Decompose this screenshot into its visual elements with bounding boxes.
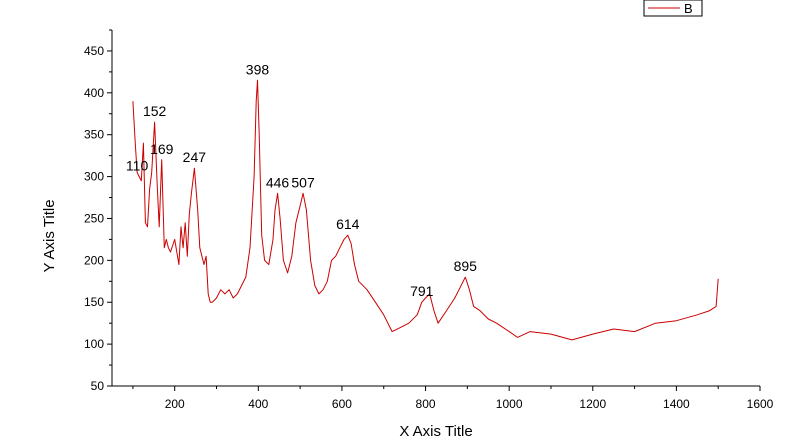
peak-label: 169 bbox=[150, 141, 174, 157]
legend-label: B bbox=[684, 1, 693, 16]
peak-label: 895 bbox=[454, 258, 478, 274]
x-tick-label: 600 bbox=[332, 397, 352, 411]
peak-label: 247 bbox=[183, 149, 207, 165]
y-tick-label: 50 bbox=[91, 379, 105, 393]
peak-label: 398 bbox=[246, 61, 270, 77]
x-tick-label: 200 bbox=[165, 397, 185, 411]
x-tick-label: 1600 bbox=[747, 397, 774, 411]
y-tick-label: 250 bbox=[84, 211, 104, 225]
x-axis-title: X Axis Title bbox=[399, 423, 472, 440]
peak-label: 152 bbox=[143, 103, 167, 119]
peak-labels: 110 152 169 247 398 446 507 614 791 895 bbox=[126, 61, 477, 299]
x-tick-label: 800 bbox=[416, 397, 436, 411]
y-tick-label: 450 bbox=[84, 44, 104, 58]
x-tick-label: 1000 bbox=[496, 397, 523, 411]
y-tick-label: 400 bbox=[84, 86, 104, 100]
x-tick-label: 1400 bbox=[663, 397, 690, 411]
y-tick-label: 100 bbox=[84, 337, 104, 351]
x-tick-label: 400 bbox=[248, 397, 268, 411]
y-tick-label: 200 bbox=[84, 253, 104, 267]
peak-label: 446 bbox=[266, 174, 290, 190]
y-tick-label: 150 bbox=[84, 295, 104, 309]
legend: B bbox=[643, 0, 703, 17]
peak-label: 614 bbox=[336, 216, 360, 232]
series-layer bbox=[132, 79, 719, 341]
y-tick-label: 300 bbox=[84, 170, 104, 184]
series-line-B bbox=[132, 79, 719, 341]
x-tick-label: 1200 bbox=[579, 397, 606, 411]
axes: 200 400 600 800 1000 1200 1400 1600 50 100 150 200 2… bbox=[84, 29, 774, 411]
peak-label: 110 bbox=[126, 158, 149, 174]
peak-label: 507 bbox=[291, 174, 315, 190]
peak-label: 791 bbox=[410, 283, 434, 299]
y-tick-label: 350 bbox=[84, 128, 104, 142]
y-axis-title: Y Axis Title bbox=[41, 199, 58, 272]
